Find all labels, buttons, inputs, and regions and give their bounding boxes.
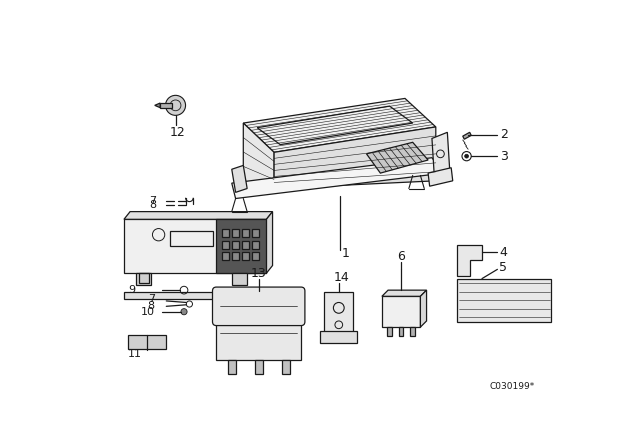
Polygon shape [232,273,247,285]
Text: 6: 6 [397,250,405,263]
Bar [232,241,239,249]
Bar [387,327,392,336]
Circle shape [166,95,186,116]
Polygon shape [266,211,273,273]
Text: 8: 8 [148,302,155,311]
Polygon shape [136,273,151,285]
Polygon shape [124,220,266,273]
Bar [252,229,259,237]
Bar [216,306,301,360]
Polygon shape [432,132,450,176]
Text: 2: 2 [500,128,508,141]
Text: 4: 4 [499,246,507,259]
Text: 10: 10 [141,307,155,317]
Bar [320,331,357,343]
Bar [170,231,212,246]
Polygon shape [243,123,274,189]
Text: 7: 7 [149,196,156,206]
Bar [242,229,249,237]
Bar [232,229,239,237]
Bar [255,360,262,374]
Text: 13: 13 [251,267,267,280]
Polygon shape [124,211,273,220]
Polygon shape [232,158,444,198]
Text: 5: 5 [499,261,507,274]
Text: 7: 7 [148,294,155,304]
Polygon shape [243,99,436,152]
Bar [410,327,415,336]
Text: 11: 11 [128,349,142,359]
Text: 1: 1 [342,247,349,260]
Circle shape [465,154,468,158]
Text: C030199*: C030199* [490,382,535,391]
FancyBboxPatch shape [212,287,305,326]
Polygon shape [458,279,551,322]
Bar [128,335,166,349]
Polygon shape [458,245,482,276]
Bar [282,360,289,374]
Bar [228,360,236,374]
Bar [160,103,172,108]
Text: 9: 9 [128,285,135,295]
Polygon shape [232,165,247,192]
Polygon shape [367,142,428,173]
Bar [221,229,228,237]
Bar [252,241,259,249]
Text: 14: 14 [333,271,349,284]
Polygon shape [124,293,297,299]
Text: 3: 3 [500,150,508,163]
Text: 8: 8 [149,200,156,211]
Bar [221,241,228,249]
Circle shape [181,309,187,315]
Polygon shape [463,132,471,139]
Bar [221,252,228,260]
Polygon shape [382,296,420,327]
Bar [399,327,403,336]
Polygon shape [216,220,266,273]
Bar [242,241,249,249]
Bar [252,252,259,260]
Bar [324,293,353,339]
Bar [242,252,249,260]
Text: 12: 12 [170,126,186,139]
Bar [232,252,239,260]
Polygon shape [274,127,436,189]
Polygon shape [382,290,427,296]
Polygon shape [420,290,427,327]
Polygon shape [428,168,452,186]
Polygon shape [155,103,160,108]
